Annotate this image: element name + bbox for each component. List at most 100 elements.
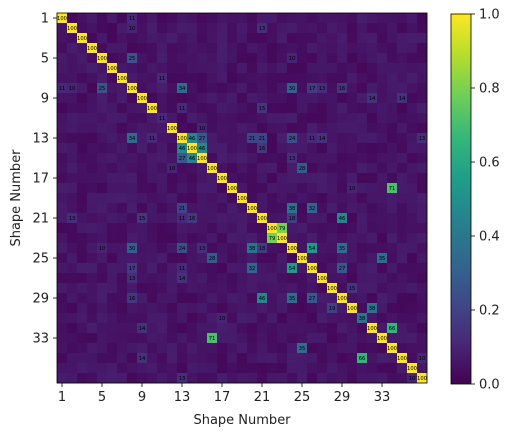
- heatmap-cell: [267, 183, 278, 194]
- heatmap-cell: [227, 103, 238, 114]
- heatmap-cell: [417, 93, 428, 104]
- heatmap-cell: [167, 303, 178, 314]
- heatmap-cell: [397, 113, 408, 124]
- heatmap-cell-label: 100: [77, 36, 87, 42]
- heatmap-cell: [297, 153, 308, 164]
- heatmap-cell: [97, 113, 108, 124]
- heatmap-cell: [257, 153, 268, 164]
- heatmap-cell-label: 11: [179, 106, 186, 112]
- heatmap-cell: [207, 203, 218, 214]
- heatmap-cell: [97, 53, 108, 64]
- heatmap-cell: [57, 233, 68, 244]
- heatmap-cell: [67, 203, 78, 214]
- heatmap-cell: [237, 263, 248, 274]
- heatmap-cell: [147, 173, 158, 184]
- heatmap-cell: [87, 333, 98, 344]
- heatmap-cell: [407, 123, 418, 134]
- heatmap-cell-label: 10: [349, 186, 356, 192]
- heatmap-cell: [167, 373, 178, 384]
- heatmap-cell: [157, 73, 168, 84]
- heatmap-cell: [67, 13, 78, 24]
- heatmap-cell: [407, 73, 418, 84]
- heatmap-cell: [57, 73, 68, 84]
- heatmap-cell: [227, 23, 238, 34]
- heatmap-cell: [327, 153, 338, 164]
- heatmap-cell: [247, 113, 258, 124]
- heatmap-cell: [287, 203, 298, 214]
- heatmap-cell: [127, 143, 138, 154]
- heatmap-cell: [377, 243, 388, 254]
- heatmap-cell: [107, 303, 118, 314]
- heatmap-cell: [387, 333, 398, 344]
- heatmap-cell: [267, 363, 278, 374]
- heatmap-cell: [197, 303, 208, 314]
- heatmap-cell: [397, 123, 408, 134]
- heatmap-cell: [367, 263, 378, 274]
- heatmap-cell: [67, 353, 78, 364]
- heatmap-cell: [357, 203, 368, 214]
- heatmap-cell: [127, 323, 138, 334]
- heatmap-cell: [317, 353, 328, 364]
- heatmap-cell: [197, 273, 208, 284]
- heatmap-cell: [297, 143, 308, 154]
- heatmap-cell: [327, 43, 338, 54]
- heatmap-cell: [117, 363, 128, 374]
- heatmap-cell: [87, 293, 98, 304]
- heatmap-cell: [357, 343, 368, 354]
- heatmap-cell: [157, 183, 168, 194]
- heatmap-cell: [387, 363, 398, 374]
- heatmap-cell: [407, 273, 418, 284]
- heatmap-cell: [397, 273, 408, 284]
- heatmap-cell: [387, 303, 398, 314]
- heatmap-cell: [117, 183, 128, 194]
- heatmap-cell: [177, 133, 188, 144]
- heatmap-cell: [147, 313, 158, 324]
- heatmap-cell: [217, 53, 228, 64]
- heatmap-cell: [367, 283, 378, 294]
- heatmap-cell: [87, 213, 98, 224]
- heatmap-cell: [217, 143, 228, 154]
- heatmap-cell: [257, 163, 268, 174]
- heatmap-cell: [57, 343, 68, 354]
- heatmap-cell: [107, 83, 118, 94]
- heatmap-cell: [157, 353, 168, 364]
- heatmap-cell: [257, 313, 268, 324]
- heatmap-cell: [387, 153, 398, 164]
- heatmap-cell: [327, 343, 338, 354]
- heatmap-cell: [117, 133, 128, 144]
- heatmap-cell: [287, 13, 298, 24]
- heatmap-cell: [327, 83, 338, 94]
- heatmap-cell: [387, 113, 398, 124]
- heatmap-cell-label: 21: [179, 206, 186, 212]
- plot-frame: [56, 12, 428, 384]
- heatmap-cell: [347, 303, 358, 314]
- heatmap-cell: [87, 13, 98, 24]
- heatmap-cell: [417, 203, 428, 214]
- heatmap-cell: [307, 183, 318, 194]
- heatmap-cell: [157, 283, 168, 294]
- heatmap-cell: [317, 53, 328, 64]
- heatmap-cell: [377, 353, 388, 364]
- heatmap-cell: [127, 343, 138, 354]
- heatmap-cell: [187, 373, 198, 384]
- heatmap-cell: [407, 143, 418, 154]
- heatmap-cell: [357, 183, 368, 194]
- heatmap-cell: [317, 233, 328, 244]
- heatmap-cell-label: 100: [327, 286, 337, 292]
- heatmap-cell: [317, 283, 328, 294]
- heatmap-cell: [207, 293, 218, 304]
- heatmap-cell: [77, 93, 88, 104]
- x-tick-label: 1: [58, 390, 66, 405]
- heatmap-cell: [357, 223, 368, 234]
- heatmap-cell: [337, 373, 348, 384]
- heatmap-cell: [57, 133, 68, 144]
- heatmap-cell: [107, 43, 118, 54]
- heatmap-cell: [127, 73, 138, 84]
- heatmap-cell: [207, 213, 218, 224]
- heatmap-cell: [207, 53, 218, 64]
- heatmap-cell-label: 10: [419, 356, 426, 362]
- heatmap-cell: [417, 233, 428, 244]
- heatmap-cell: [277, 113, 288, 124]
- heatmap-cell: [177, 303, 188, 314]
- heatmap-cell: [57, 273, 68, 284]
